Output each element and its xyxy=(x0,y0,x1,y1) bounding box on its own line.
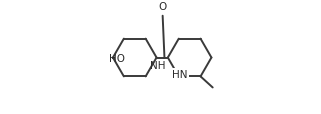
Text: O: O xyxy=(159,2,167,12)
Text: HN: HN xyxy=(172,69,188,79)
Text: NH: NH xyxy=(150,60,165,70)
Text: HO: HO xyxy=(109,53,125,63)
